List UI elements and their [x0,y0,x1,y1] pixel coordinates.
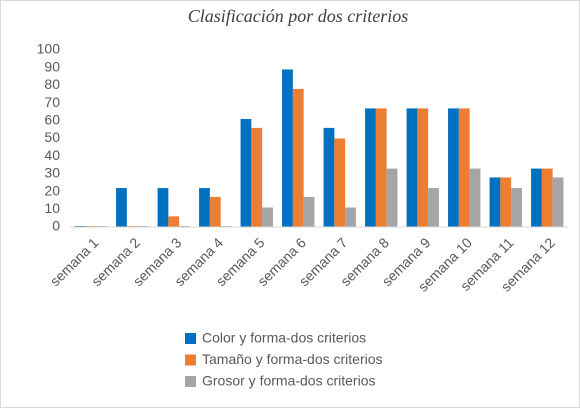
bar [209,196,221,227]
y-tick-label: 80 [44,76,60,92]
legend-swatch [185,333,196,344]
y-tick-label: 90 [44,58,60,74]
bar [251,127,263,227]
y-tick-label: 10 [44,200,60,216]
y-tick-label: 0 [52,218,60,234]
legend-label: Grosor y forma-dos criterios [202,373,375,389]
bar [386,168,398,227]
bar [458,108,470,227]
bar [157,188,169,227]
bar [375,108,387,227]
bar [531,168,542,227]
bar [168,216,180,227]
chart-title: Clasificación por dos criterios [188,6,409,26]
bar [417,108,429,227]
bar [500,177,512,227]
bar [292,88,304,227]
bar [240,119,252,227]
y-tick-label: 20 [44,182,60,198]
legend-swatch [185,354,196,366]
bar [489,177,501,227]
bar [552,177,564,227]
bar [303,196,315,227]
bar [469,168,481,227]
bar [345,207,356,227]
bar [511,188,522,227]
y-tick-label: 60 [44,112,60,128]
bar [406,108,418,227]
bar [334,138,346,227]
y-tick-label: 100 [37,41,61,57]
bar [365,108,376,227]
bar [116,188,127,227]
y-tick-label: 40 [44,147,60,163]
y-tick-label: 50 [44,129,60,145]
y-tick-label: 30 [44,165,60,181]
bar [541,168,553,227]
bar [448,108,459,227]
legend-swatch [185,376,196,387]
bar [262,207,273,227]
legend-label: Color y forma-dos criterios [202,330,366,346]
y-tick-label: 70 [44,94,60,110]
legend-label: Tamaño y forma-dos criterios [202,351,383,367]
bar [199,188,210,227]
bar [282,69,293,227]
bar [323,127,335,227]
bar [428,188,439,227]
